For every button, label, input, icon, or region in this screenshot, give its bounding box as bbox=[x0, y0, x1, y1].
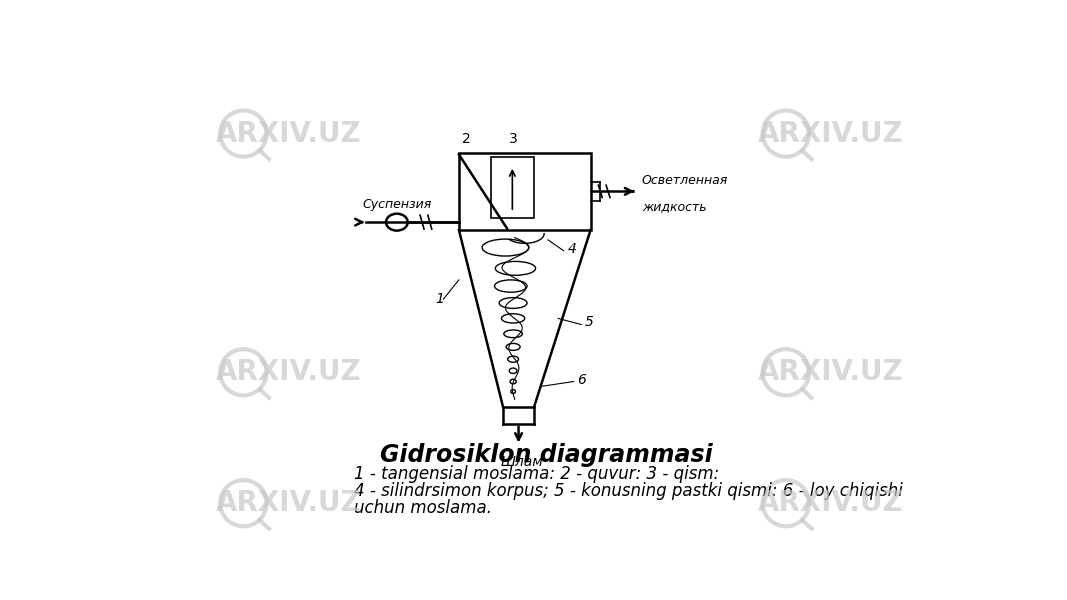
Text: 3: 3 bbox=[509, 132, 517, 146]
Text: 4: 4 bbox=[568, 242, 576, 256]
Polygon shape bbox=[459, 153, 591, 230]
Text: Шлам: Шлам bbox=[501, 455, 544, 469]
Text: 1 - tangensial moslama: 2 - quvur: 3 - qism:: 1 - tangensial moslama: 2 - quvur: 3 - q… bbox=[354, 464, 719, 482]
Text: ARXIV.UZ: ARXIV.UZ bbox=[216, 119, 362, 148]
Text: 2: 2 bbox=[462, 132, 471, 146]
Text: ARXIV.UZ: ARXIV.UZ bbox=[758, 489, 904, 517]
Text: ARXIV.UZ: ARXIV.UZ bbox=[216, 358, 362, 386]
Ellipse shape bbox=[386, 214, 408, 230]
Text: ARXIV.UZ: ARXIV.UZ bbox=[758, 119, 904, 148]
Text: Gidrosiklon diagrammasi: Gidrosiklon diagrammasi bbox=[380, 443, 713, 467]
Text: 5: 5 bbox=[585, 315, 593, 329]
Text: ARXIV.UZ: ARXIV.UZ bbox=[216, 489, 362, 517]
Text: uchun moslama.: uchun moslama. bbox=[354, 499, 492, 517]
Text: 1: 1 bbox=[435, 292, 444, 306]
Text: жидкость: жидкость bbox=[641, 200, 706, 214]
Text: 4 - silindrsimon korpus; 5 - konusning pastki qismi: 6 - loy chiqishi: 4 - silindrsimon korpus; 5 - konusning p… bbox=[354, 482, 903, 500]
Text: Суспензия: Суспензия bbox=[362, 199, 431, 211]
Text: ARXIV.UZ: ARXIV.UZ bbox=[758, 358, 904, 386]
Text: 6: 6 bbox=[576, 373, 586, 387]
Polygon shape bbox=[492, 157, 535, 218]
Text: Осветленная: Осветленная bbox=[641, 175, 728, 187]
